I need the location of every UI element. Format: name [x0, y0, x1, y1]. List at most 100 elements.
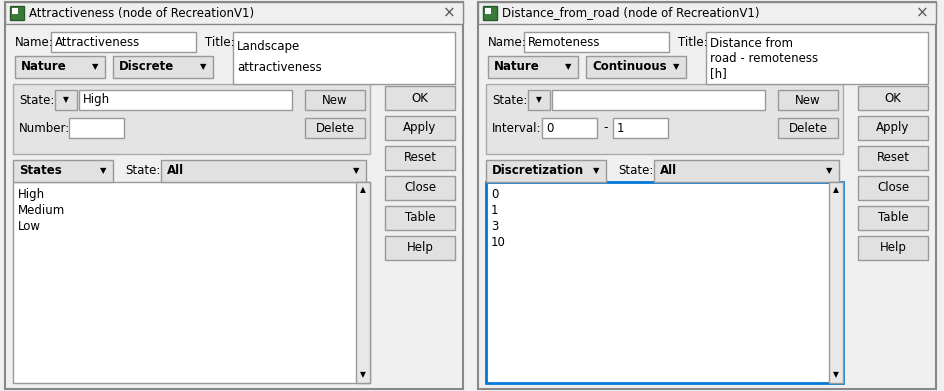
Text: Discretization: Discretization [492, 165, 583, 178]
Bar [51, 32, 195, 52]
Bar [356, 182, 370, 383]
Text: Distance from: Distance from [709, 37, 792, 50]
Text: ▲: ▲ [833, 185, 838, 194]
Text: Nature: Nature [21, 61, 67, 74]
Text: ▼: ▼ [360, 371, 365, 380]
Text: Attractiveness: Attractiveness [55, 36, 140, 48]
Text: ▼: ▼ [565, 63, 570, 72]
Text: 10: 10 [491, 236, 505, 249]
Text: 1: 1 [491, 204, 498, 217]
Text: Reset: Reset [876, 151, 908, 165]
Bar [384, 206, 454, 230]
Text: Delete: Delete [315, 122, 354, 135]
Text: 1: 1 [616, 122, 624, 135]
Bar [233, 32, 454, 84]
Bar [585, 56, 685, 78]
Text: ▼: ▼ [352, 167, 359, 176]
Text: Attractiveness (node of RecreationV1): Attractiveness (node of RecreationV1) [29, 7, 254, 20]
Bar [487, 56, 578, 78]
Text: Nature: Nature [494, 61, 539, 74]
Text: ▼: ▼ [63, 95, 69, 104]
Bar [705, 32, 927, 84]
Bar [828, 182, 842, 383]
Text: Distance_from_road (node of RecreationV1): Distance_from_road (node of RecreationV1… [501, 7, 759, 20]
Text: States: States [19, 165, 61, 178]
Bar [478, 2, 935, 24]
Text: 0: 0 [546, 122, 553, 135]
Text: 0: 0 [491, 188, 497, 201]
Text: ▼: ▼ [825, 167, 832, 176]
Bar [478, 2, 935, 389]
Text: Reset: Reset [403, 151, 436, 165]
Text: Delete: Delete [787, 122, 827, 135]
Text: Continuous: Continuous [591, 61, 666, 74]
Bar [485, 84, 842, 154]
Text: High: High [83, 93, 110, 106]
Text: Number:: Number: [19, 122, 70, 135]
Text: State:: State: [492, 93, 527, 106]
Bar [79, 90, 292, 110]
Text: Close: Close [876, 181, 908, 194]
Text: [h]: [h] [709, 66, 726, 80]
Text: road - remoteness: road - remoteness [709, 52, 818, 65]
Bar [160, 160, 365, 182]
Text: Title:: Title: [677, 36, 707, 48]
Bar [613, 118, 667, 138]
Bar [857, 206, 927, 230]
Bar [491, 14, 495, 18]
Text: Name:: Name: [15, 36, 54, 48]
Text: Low: Low [18, 220, 41, 233]
Text: -: - [602, 122, 607, 135]
Bar [18, 14, 22, 18]
Bar [485, 160, 605, 182]
Text: Help: Help [406, 242, 433, 255]
Text: Apply: Apply [875, 122, 909, 135]
Text: Help: Help [879, 242, 905, 255]
Bar [15, 56, 105, 78]
Bar [384, 86, 454, 110]
Text: attractiveness: attractiveness [237, 61, 321, 74]
Text: ▼: ▼ [672, 63, 679, 72]
Text: ×: × [915, 5, 927, 20]
Bar [485, 182, 842, 383]
Text: ▼: ▼ [92, 63, 98, 72]
Text: Title:: Title: [205, 36, 234, 48]
Bar [384, 116, 454, 140]
Bar [542, 118, 597, 138]
Bar [384, 236, 454, 260]
Text: Table: Table [404, 212, 435, 224]
Bar [482, 6, 497, 20]
Bar [857, 176, 927, 200]
Bar [551, 90, 765, 110]
Text: New: New [794, 93, 820, 106]
Text: Remoteness: Remoteness [528, 36, 599, 48]
Text: OK: OK [884, 91, 901, 104]
Text: Landscape: Landscape [237, 40, 300, 53]
Bar [55, 90, 76, 110]
Text: Close: Close [403, 181, 435, 194]
Text: Discrete: Discrete [119, 61, 174, 74]
Text: ▼: ▼ [100, 167, 106, 176]
Bar [384, 146, 454, 170]
Text: State:: State: [19, 93, 55, 106]
Bar [305, 90, 364, 110]
Bar [13, 182, 370, 383]
Text: ▼: ▼ [833, 371, 838, 380]
Text: ▲: ▲ [360, 185, 365, 194]
Text: OK: OK [412, 91, 428, 104]
Text: ▼: ▼ [199, 63, 206, 72]
Text: State:: State: [125, 165, 160, 178]
Bar [777, 90, 837, 110]
Text: ×: × [442, 5, 455, 20]
Text: Name:: Name: [487, 36, 526, 48]
Text: All: All [659, 165, 677, 178]
Text: 3: 3 [491, 220, 497, 233]
Bar [857, 146, 927, 170]
Bar [523, 32, 668, 52]
Text: Medium: Medium [18, 204, 65, 217]
Bar [857, 236, 927, 260]
Text: ▼: ▼ [535, 95, 541, 104]
Bar [5, 2, 463, 24]
Bar [484, 8, 491, 14]
Bar [13, 160, 113, 182]
